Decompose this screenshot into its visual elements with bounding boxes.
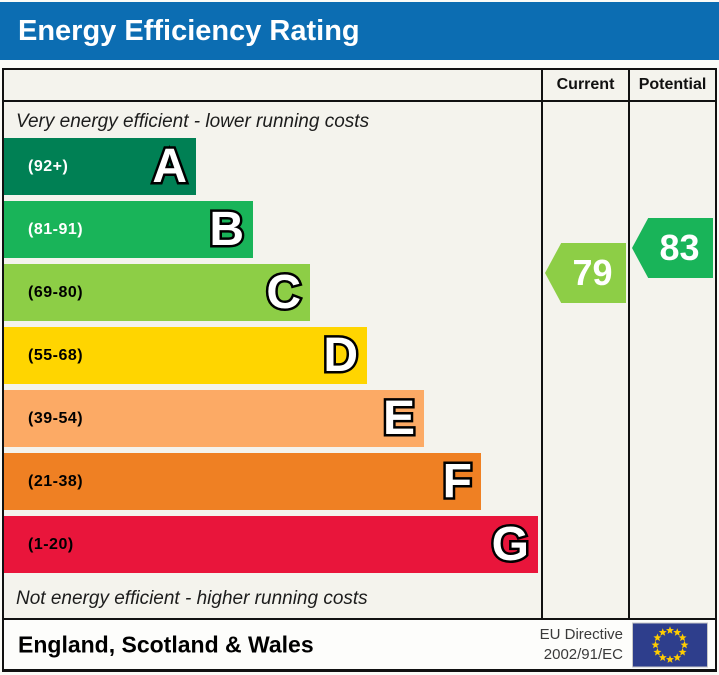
band-range-label: (81-91) [28, 220, 84, 238]
band-range-label: (69-80) [28, 283, 84, 301]
eu-flag-icon [632, 622, 708, 667]
band-letter: D [321, 328, 361, 382]
band-range-label: (39-54) [28, 409, 84, 427]
band-range-label: (1-20) [28, 535, 74, 553]
eu-directive-label: EU Directive 2002/91/EC [539, 625, 623, 663]
bands-list: (92+) A (81-91) B (69-80) C (55-68) D (39-54) E (2… [4, 138, 538, 579]
band-range-label: (21-38) [28, 472, 84, 490]
band-row-d: (55-68) D [4, 327, 367, 384]
page-title: Energy Efficiency Rating [0, 2, 719, 60]
band-row-a: (92+) A [4, 138, 196, 195]
band-letter: E [380, 391, 417, 445]
table-header-row: Current Potential [4, 70, 715, 102]
rating-table: Current Potential Very energy efficient … [2, 68, 717, 620]
top-note: Very energy efficient - lower running co… [16, 111, 370, 132]
rating-table-body: Very energy efficient - lower running co… [4, 102, 715, 618]
potential-column: 83 [628, 102, 715, 618]
current-rating-arrow: 79 [545, 243, 626, 303]
footer: England, Scotland & Wales EU Directive 2… [2, 620, 717, 672]
band-letter: G [489, 517, 531, 571]
band-row-f: (21-38) F [4, 453, 481, 510]
band-row-e: (39-54) E [4, 390, 424, 447]
band-letter: A [150, 139, 190, 193]
band-row-c: (69-80) C [4, 264, 310, 321]
region-label: England, Scotland & Wales [18, 631, 314, 657]
potential-column-header: Potential [628, 70, 715, 100]
band-range-label: (55-68) [28, 346, 84, 364]
band-row-g: (1-20) G [4, 516, 538, 573]
band-letter: C [264, 265, 304, 319]
current-column: 79 [541, 102, 628, 618]
band-letter: F [440, 454, 474, 508]
band-letter: B [207, 202, 247, 256]
current-rating-value: 79 [572, 252, 613, 293]
current-column-header: Current [541, 70, 628, 100]
bottom-note: Not energy efficient - higher running co… [16, 588, 368, 609]
band-range-label: (92+) [28, 157, 69, 175]
header-spacer [4, 70, 541, 100]
band-row-b: (81-91) B [4, 201, 253, 258]
bands-column: Very energy efficient - lower running co… [4, 102, 541, 618]
potential-rating-arrow: 83 [632, 218, 713, 278]
potential-rating-value: 83 [659, 227, 700, 268]
